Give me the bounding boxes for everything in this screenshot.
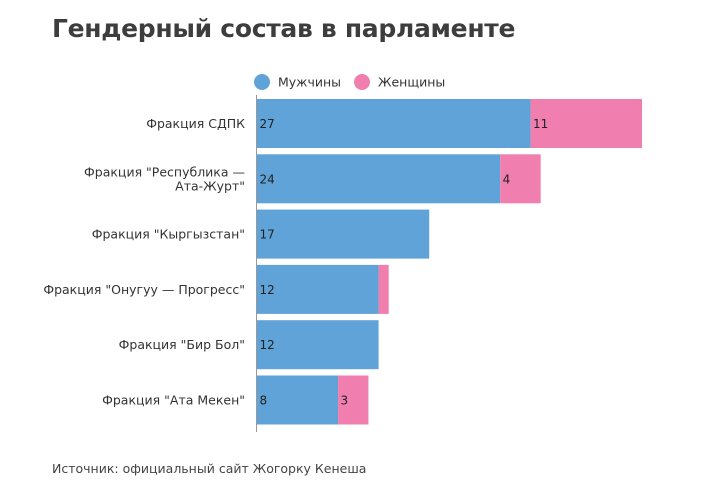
legend-label: Женщины (378, 75, 445, 90)
chart-title: Гендерный состав в парламенте (52, 14, 516, 43)
bar-men (257, 99, 531, 148)
source-note: Источник: официальный сайт Жогорку Кенеш… (52, 461, 367, 476)
data-label: 12 (260, 283, 275, 297)
data-label: 12 (260, 338, 275, 352)
legend: Мужчины Женщины (254, 74, 445, 90)
category-labels: Фракция СДПК Фракция "Республика — Ата-Жур… (43, 116, 245, 408)
category-label: Фракция "Онугуу — Прогресс" (43, 282, 245, 297)
category-label: Фракция СДПК (146, 116, 245, 131)
bars: 27 11 24 4 17 12 12 8 3 (257, 99, 642, 425)
bar-men (257, 264, 379, 314)
category-label: Фракция "Бир Бол" (119, 337, 245, 352)
data-label: 3 (341, 394, 349, 408)
bar-women (338, 375, 369, 425)
bar-women (530, 99, 642, 148)
bar-men (257, 154, 501, 204)
data-label: 4 (503, 172, 511, 186)
data-label: 8 (260, 394, 268, 408)
bar-men (257, 320, 379, 370)
bar-men (257, 209, 430, 259)
data-label: 24 (260, 172, 275, 186)
category-label: Фракция "Республика — Ата-Журт" (84, 164, 245, 193)
bar-women (500, 154, 541, 204)
data-label: 11 (533, 117, 548, 131)
data-label: 17 (260, 228, 275, 242)
data-label: 27 (260, 117, 275, 131)
legend-swatch (354, 74, 370, 90)
bar-men (257, 375, 339, 425)
legend-label: Мужчины (278, 75, 341, 90)
category-label: Фракция "Кыргызстан" (92, 227, 245, 242)
bar-women (378, 264, 389, 314)
legend-swatch (254, 74, 270, 90)
category-label: Фракция "Ата Мекен" (102, 393, 245, 408)
